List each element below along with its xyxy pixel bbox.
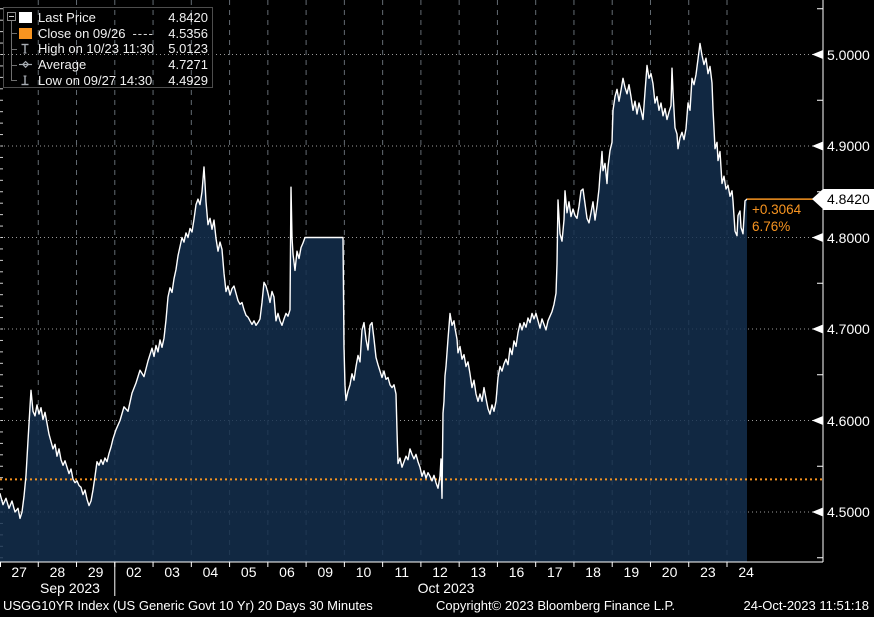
y-axis-arrow-tick [812, 416, 823, 425]
low-marker-icon [19, 75, 32, 86]
legend-collapse-toggle-icon[interactable] [7, 12, 16, 21]
net-change-annotation: +0.3064 6.76% [752, 202, 801, 235]
net-change-value: +0.3064 [752, 202, 802, 217]
legend-row-average[interactable]: Average 4.7271 [19, 57, 208, 73]
legend-label: Low on 09/27 14:30 [38, 72, 153, 88]
x-axis-label: 16 [508, 564, 525, 580]
y-axis-arrow-tick [812, 507, 823, 517]
x-axis-label: 19 [623, 564, 640, 580]
legend-row-close[interactable]: Close on 09/26 ---- 4.5356 [19, 26, 208, 42]
last-price-axis-tag: 4.8420 [812, 189, 874, 210]
legend-label: High on 10/23 11:30 [38, 41, 155, 57]
close-marker-icon [19, 27, 32, 39]
chart-legend: Last Price 4.8420 Close on 09/26 ---- 4.5356… [3, 7, 213, 88]
footer-timestamp: 24-Oct-2023 11:51:18 [743, 598, 869, 613]
legend-row-last-price[interactable]: Last Price 4.8420 [19, 10, 208, 26]
y-axis-label: 4.5000 [827, 504, 870, 520]
legend-tree-stub [11, 49, 17, 50]
x-axis-label: 17 [547, 564, 563, 580]
price-line [0, 42, 748, 520]
x-axis-label: 12 [432, 564, 448, 580]
x-axis-label: 28 [49, 564, 66, 580]
x-axis-label: 06 [279, 564, 295, 580]
legend-value: 4.4929 [168, 72, 208, 88]
footer-security-title: USGG10YR Index (US Generic Govt 10 Yr) 2… [3, 598, 373, 613]
y-axis-arrow-tick [812, 141, 823, 151]
legend-row-low[interactable]: Low on 09/27 14:30 4.4929 [19, 72, 208, 88]
price-area-fill [0, 43, 747, 562]
legend-value: 4.8420 [168, 10, 208, 26]
net-change-percent: 6.76% [752, 218, 791, 234]
y-axis-label: 4.9000 [827, 138, 870, 154]
legend-rows: Last Price 4.8420 Close on 09/26 ---- 4.5356… [19, 10, 208, 88]
legend-value: 5.0123 [168, 41, 208, 57]
legend-tree-stub [11, 80, 17, 82]
legend-tree-stub [11, 33, 17, 35]
legend-tree-stub [11, 64, 17, 66]
x-axis-label: 03 [164, 564, 180, 580]
x-axis-label: 02 [126, 564, 142, 580]
y-axis-arrow-tick [812, 50, 823, 59]
legend-row-high[interactable]: High on 10/23 11:30 5.0123 [19, 41, 208, 57]
x-axis-label: 18 [585, 564, 601, 580]
y-axis-arrow-tick [812, 233, 823, 242]
x-axis-month-label: Oct 2023 [417, 580, 475, 596]
y-axis-label: 4.8000 [827, 229, 870, 246]
x-axis-label: 20 [661, 564, 678, 580]
x-axis-month-label: Sep 2023 [40, 580, 100, 596]
footer-copyright: Copyright© 2023 Bloomberg Finance L.P. [436, 598, 676, 613]
y-axis-label: 4.6000 [827, 412, 870, 429]
average-marker-icon [19, 59, 32, 70]
x-axis-label: 10 [355, 564, 372, 580]
legend-tree-line [11, 21, 12, 81]
dashed-line-style-indicator: ---- [132, 25, 154, 41]
legend-label: Average [38, 57, 87, 73]
x-axis-label: 23 [700, 564, 716, 580]
high-marker-icon [19, 43, 32, 54]
y-axis-label: 4.7000 [827, 321, 870, 337]
x-axis-label: 05 [240, 564, 257, 580]
legend-value: 4.7271 [168, 57, 208, 73]
y-axis-arrow-tick [812, 324, 823, 334]
last-price-marker-icon [19, 12, 32, 24]
legend-value: 4.5356 [168, 25, 208, 41]
x-axis-label: 11 [394, 564, 410, 580]
x-axis-label: 27 [11, 564, 27, 580]
legend-label: Close on 09/26 [38, 25, 126, 41]
x-axis-label: 24 [738, 564, 754, 580]
legend-label: Last Price [38, 10, 96, 26]
y-axis-label: 5.0000 [827, 46, 870, 63]
x-axis-label: 04 [202, 564, 219, 580]
x-axis-label: 09 [317, 564, 334, 580]
x-axis-label: 29 [87, 564, 104, 580]
x-axis-label: 13 [470, 564, 487, 580]
